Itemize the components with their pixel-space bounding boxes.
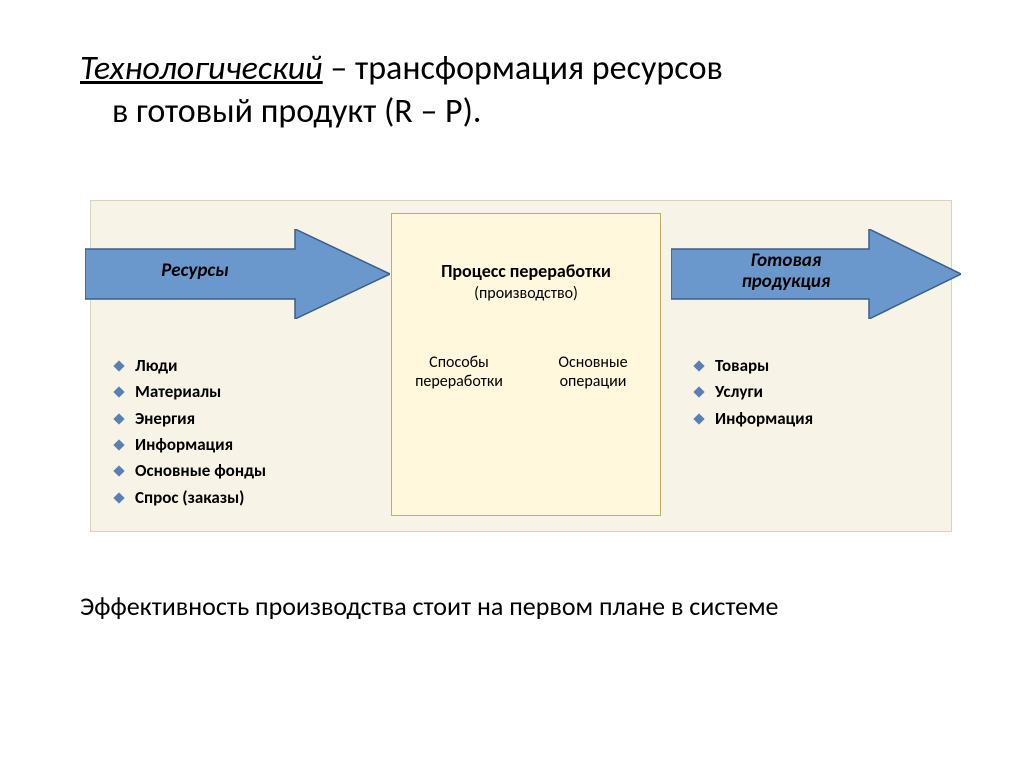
footer-text: Эффективность производства стоит на перв…	[80, 590, 778, 622]
diamond-icon	[113, 466, 124, 477]
list-item-label: Люди	[135, 353, 177, 379]
diamond-icon	[113, 413, 124, 424]
process-title: Процесс переработки	[392, 260, 660, 282]
list-item-label: Спрос (заказы)	[135, 485, 244, 511]
output-arrow: Готовая продукция	[671, 229, 961, 319]
output-arrow-label: Готовая продукция	[701, 251, 871, 293]
process-col2-line1: Основные	[558, 353, 627, 372]
diamond-icon	[693, 387, 704, 398]
list-item: Люди	[115, 353, 266, 379]
outputs-list: Товары Услуги Информация	[695, 353, 813, 432]
resources-list: Люди Материалы Энергия Информация Основн…	[115, 353, 266, 511]
list-item: Спрос (заказы)	[115, 485, 266, 511]
output-arrow-label-line1: Готовая	[751, 249, 822, 272]
process-col-methods: Способы переработки	[395, 353, 524, 391]
list-item: Информация	[695, 406, 813, 432]
list-item: Товары	[695, 353, 813, 379]
title-term: Технологический	[80, 48, 323, 89]
list-item: Материалы	[115, 379, 266, 405]
title-line2: в готовый продукт (R – P).	[80, 91, 950, 134]
process-box: Процесс переработки (производство) Спосо…	[391, 213, 661, 516]
list-item-label: Товары	[715, 353, 769, 379]
resources-arrow: Ресурсы	[85, 229, 390, 319]
resources-arrow-label: Ресурсы	[115, 261, 275, 282]
list-item-label: Информация	[715, 406, 813, 432]
list-item-label: Основные фонды	[135, 458, 266, 484]
list-item-label: Информация	[135, 432, 233, 458]
list-item: Основные фонды	[115, 458, 266, 484]
list-item-label: Энергия	[135, 406, 195, 432]
diamond-icon	[113, 439, 124, 450]
process-col1-line1: Способы	[429, 353, 489, 372]
process-col1-line2: переработки	[415, 372, 503, 391]
list-item-label: Материалы	[135, 379, 221, 405]
process-col-operations: Основные операции	[529, 353, 658, 391]
diamond-icon	[113, 492, 124, 503]
process-diagram: Ресурсы Готовая продукция Процесс перера…	[90, 200, 952, 532]
diamond-icon	[113, 360, 124, 371]
diamond-icon	[113, 387, 124, 398]
output-arrow-label-line2: продукция	[742, 270, 831, 293]
list-item-label: Услуги	[715, 379, 763, 405]
process-col2-line2: операции	[560, 372, 627, 391]
process-columns: Способы переработки Основные операции	[392, 353, 660, 391]
title-rest-line1: – трансформация ресурсов	[323, 48, 723, 89]
list-item: Информация	[115, 432, 266, 458]
process-subtitle: (производство)	[392, 284, 660, 303]
list-item: Энергия	[115, 406, 266, 432]
slide-title: Технологический – трансформация ресурсов…	[80, 48, 950, 133]
list-item: Услуги	[695, 379, 813, 405]
diamond-icon	[693, 413, 704, 424]
diamond-icon	[693, 360, 704, 371]
slide: Технологический – трансформация ресурсов…	[0, 0, 1024, 767]
